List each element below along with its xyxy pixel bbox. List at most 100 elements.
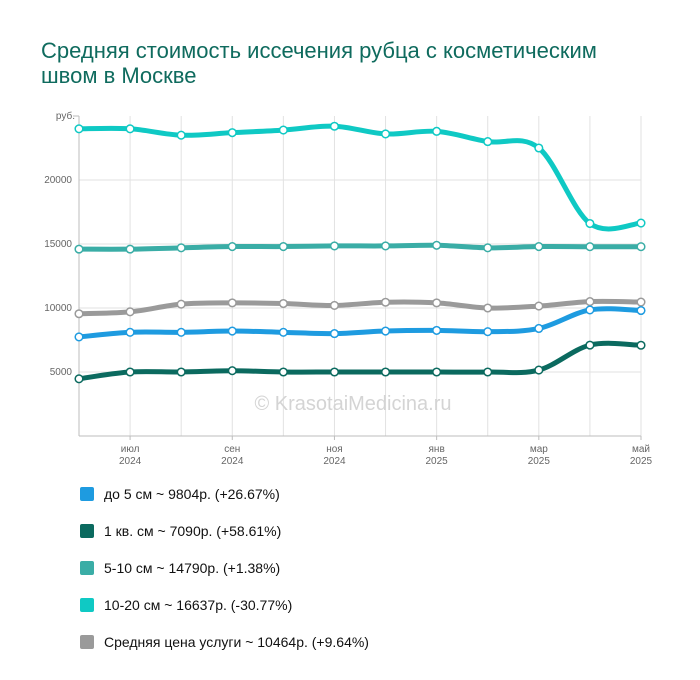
data-point[interactable] — [329, 329, 340, 339]
y-tick-label: 5000 — [50, 367, 73, 378]
legend-item[interactable]: Средняя цена услуги ~ 10464р. (+9.64%) — [80, 632, 369, 652]
series-2 — [74, 297, 646, 319]
data-point[interactable] — [534, 301, 544, 311]
data-point[interactable] — [585, 297, 595, 307]
data-point[interactable] — [380, 241, 391, 251]
data-point[interactable] — [636, 218, 646, 228]
data-point[interactable] — [329, 121, 340, 131]
x-tick-label-year: 2025 — [426, 456, 449, 467]
series-0 — [74, 121, 646, 232]
data-point[interactable] — [432, 325, 442, 335]
axes: 5000100001500020000руб.июл2024сен2024ноя… — [44, 110, 652, 467]
legend-label: Средняя цена услуги ~ 10464р. (+9.64%) — [104, 634, 369, 650]
legend-item[interactable]: 5-10 см ~ 14790р. (+1.38%) — [80, 558, 369, 578]
data-point[interactable] — [74, 374, 84, 384]
data-point[interactable] — [636, 340, 646, 350]
legend-item[interactable]: 10-20 см ~ 16637р. (-30.77%) — [80, 595, 369, 615]
data-point[interactable] — [636, 297, 646, 307]
data-point[interactable] — [380, 367, 391, 377]
data-point[interactable] — [329, 300, 340, 310]
data-point[interactable] — [432, 298, 442, 308]
data-point[interactable] — [227, 366, 237, 376]
data-point[interactable] — [585, 242, 595, 252]
legend-item[interactable]: до 5 см ~ 9804р. (+26.67%) — [80, 484, 369, 504]
data-point[interactable] — [125, 124, 135, 134]
line-chart: 5000100001500020000руб.июл2024сен2024ноя… — [44, 110, 652, 467]
data-point[interactable] — [176, 327, 186, 337]
series-line — [76, 340, 644, 382]
data-point[interactable] — [125, 367, 135, 377]
data-point[interactable] — [534, 323, 544, 334]
data-point[interactable] — [74, 309, 84, 319]
y-axis-unit-label: руб. — [56, 110, 75, 122]
data-point[interactable] — [585, 218, 595, 229]
legend: до 5 см ~ 9804р. (+26.67%) 1 кв. см ~ 709… — [80, 484, 369, 669]
series-1 — [74, 240, 646, 254]
data-point[interactable] — [176, 130, 186, 140]
data-point[interactable] — [432, 126, 442, 136]
data-point[interactable] — [483, 303, 493, 313]
chart-title: Средняя стоимость иссечения рубца с косм… — [41, 38, 597, 88]
data-point[interactable] — [483, 243, 493, 253]
data-point[interactable] — [74, 244, 84, 254]
x-tick-label-year: 2024 — [323, 456, 346, 467]
data-point[interactable] — [380, 297, 391, 307]
legend-label: 5-10 см ~ 14790р. (+1.38%) — [104, 560, 281, 576]
data-point[interactable] — [636, 242, 646, 252]
data-point[interactable] — [125, 307, 135, 317]
data-point[interactable] — [278, 125, 288, 135]
data-point[interactable] — [380, 129, 391, 139]
data-point[interactable] — [74, 124, 84, 134]
data-point[interactable] — [534, 242, 544, 252]
series-4 — [74, 340, 646, 384]
y-tick-label: 15000 — [44, 239, 72, 250]
x-tick-label-month: май — [632, 444, 650, 455]
data-point[interactable] — [432, 240, 442, 250]
data-point[interactable] — [483, 327, 493, 337]
legend-item[interactable]: 1 кв. см ~ 7090р. (+58.61%) — [80, 521, 369, 541]
data-point[interactable] — [534, 143, 544, 153]
legend-label: 1 кв. см ~ 7090р. (+58.61%) — [104, 523, 282, 539]
data-point[interactable] — [278, 298, 288, 309]
data-point[interactable] — [585, 305, 595, 315]
series-line — [76, 242, 644, 252]
data-point[interactable] — [176, 299, 186, 309]
x-tick-label-year: 2025 — [528, 456, 551, 467]
x-tick-label-year: 2024 — [119, 456, 142, 467]
data-point[interactable] — [176, 367, 186, 377]
legend-label: до 5 см ~ 9804р. (+26.67%) — [104, 486, 280, 502]
data-point[interactable] — [585, 340, 595, 350]
data-point[interactable] — [636, 305, 646, 316]
data-point[interactable] — [278, 242, 288, 252]
data-point[interactable] — [329, 367, 340, 377]
data-point[interactable] — [227, 298, 237, 308]
data-point[interactable] — [176, 243, 186, 253]
data-point[interactable] — [329, 241, 340, 251]
data-point[interactable] — [483, 367, 493, 377]
data-point[interactable] — [380, 326, 391, 336]
y-tick-label: 10000 — [44, 303, 72, 314]
data-point[interactable] — [278, 327, 288, 337]
data-point[interactable] — [227, 326, 237, 336]
series-group — [74, 121, 646, 384]
legend-swatch — [80, 598, 94, 612]
data-point[interactable] — [483, 137, 493, 147]
x-tick-label-year: 2025 — [630, 456, 653, 467]
legend-label: 10-20 см ~ 16637р. (-30.77%) — [104, 597, 293, 613]
data-point[interactable] — [227, 128, 237, 138]
series-3 — [74, 305, 646, 342]
data-point[interactable] — [125, 244, 135, 254]
watermark-text: © KrasotaiMedicina.ru — [254, 393, 451, 415]
y-tick-label: 20000 — [44, 175, 72, 186]
data-point[interactable] — [125, 327, 135, 337]
data-point[interactable] — [432, 367, 442, 377]
data-point[interactable] — [74, 332, 84, 342]
data-point[interactable] — [227, 242, 237, 252]
grid — [78, 116, 642, 436]
legend-swatch — [80, 635, 94, 649]
x-tick-label-month: июл — [121, 444, 140, 455]
data-point[interactable] — [278, 367, 288, 377]
legend-swatch — [80, 561, 94, 575]
x-tick-label-month: ноя — [326, 444, 343, 455]
data-point[interactable] — [534, 365, 544, 375]
